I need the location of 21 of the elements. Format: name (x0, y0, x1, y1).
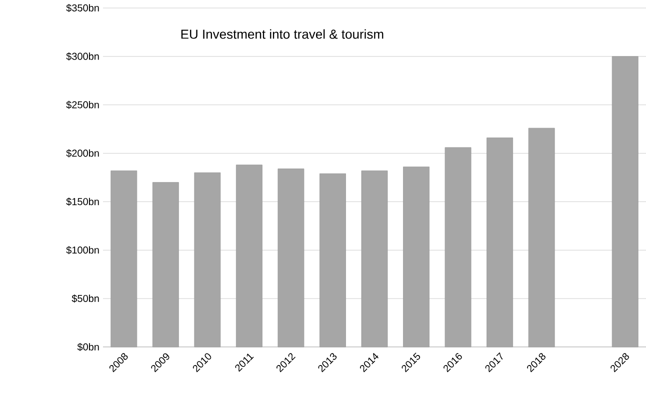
bar (110, 170, 138, 348)
bar (444, 147, 472, 348)
bar (152, 182, 179, 348)
bar (528, 128, 555, 348)
y-tick-label: $250bn (66, 100, 99, 109)
y-tick-label: $150bn (66, 198, 99, 206)
y-tick-label: $0bn (77, 342, 99, 352)
y-tick-label: $200bn (66, 149, 99, 158)
text: EU Investment into travel & tourism (181, 29, 384, 39)
bar (320, 173, 346, 348)
bar (612, 56, 638, 348)
y-tick-label: $50bn (72, 294, 99, 303)
y-tick-label: $300bn (66, 52, 99, 60)
y-tick-label: $100bn (66, 246, 99, 254)
bar (486, 138, 514, 348)
bar (194, 172, 221, 348)
bar (278, 168, 304, 348)
bar (361, 170, 388, 348)
y-tick-label: $350bn (66, 4, 99, 12)
bar (236, 164, 262, 348)
bar (403, 166, 430, 348)
